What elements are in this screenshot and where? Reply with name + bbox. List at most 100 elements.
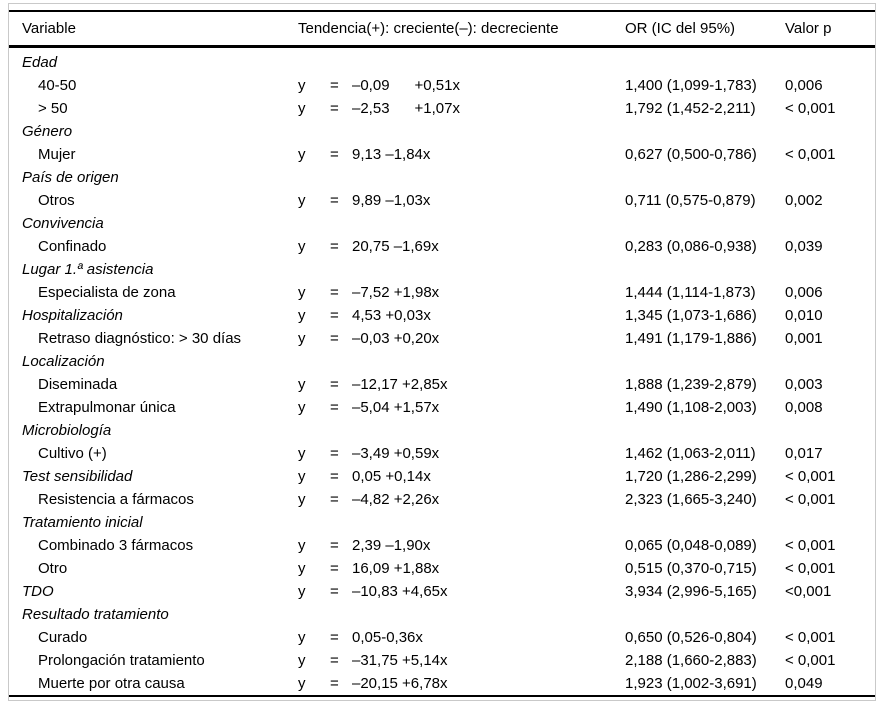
or-ci-value: 1,888 (1,239-2,879) (625, 376, 757, 393)
equation-y: y (298, 376, 306, 393)
table-row: Localización (9, 350, 875, 373)
equation-equals: = (330, 192, 339, 209)
equation-y: y (298, 675, 306, 692)
p-value: <0,001 (785, 583, 832, 600)
equation-equals: = (330, 675, 339, 692)
equation-y: y (298, 652, 306, 669)
equation-equals: = (330, 238, 339, 255)
or-ci-value: 0,065 (0,048-0,089) (625, 537, 757, 554)
table-row: Otro y = 16,09 +1,88x 0,515 (0,370-0,715) < 0… (9, 557, 875, 580)
p-value: < 0,001 (785, 537, 836, 554)
table-row: Prolongación tratamiento y = –31,75 +5,14x 2… (9, 649, 875, 672)
row-label: Cultivo (+) (38, 445, 107, 462)
regression-or-table: Variable Tendencia(+): creciente(–): dec… (9, 10, 875, 697)
equation-equals: = (330, 399, 339, 416)
p-value: 0,006 (785, 284, 823, 301)
equation-rhs: –7,52 +1,98x (352, 284, 440, 301)
equation-y: y (298, 307, 306, 324)
table-row: Convivencia (9, 212, 875, 235)
table-header-row: Variable Tendencia(+): creciente(–): dec… (9, 12, 875, 48)
row-label: Hospitalización (22, 307, 123, 324)
row-label: Microbiología (22, 422, 112, 439)
equation-equals: = (330, 445, 339, 462)
equation-rhs: 9,89 –1,03x (352, 192, 431, 209)
column-header-variable: Variable (22, 20, 76, 37)
equation-y: y (298, 537, 306, 554)
row-label: Convivencia (22, 215, 104, 232)
or-ci-value: 0,515 (0,370-0,715) (625, 560, 757, 577)
table-row: Especialista de zona y = –7,52 +1,98x 1,444 … (9, 281, 875, 304)
equation-equals: = (330, 146, 339, 163)
row-label: Otro (38, 560, 68, 577)
table-row: Cultivo (+) y = –3,49 +0,59x 1,462 (1,063-2,… (9, 442, 875, 465)
or-ci-value: 1,400 (1,099-1,783) (625, 77, 757, 94)
table-row: Resistencia a fármacos y = –4,82 +2,26x 2,32… (9, 488, 875, 511)
p-value: 0,006 (785, 77, 823, 94)
equation-y: y (298, 560, 306, 577)
or-ci-value: 1,462 (1,063-2,011) (625, 445, 756, 462)
equation-rhs: –0,09 +0,51x (352, 77, 460, 94)
or-ci-value: 1,490 (1,108-2,003) (625, 399, 757, 416)
equation-rhs: –10,83 +4,65x (352, 583, 448, 600)
equation-rhs: –5,04 +1,57x (352, 399, 440, 416)
or-ci-value: 0,627 (0,500-0,786) (625, 146, 757, 163)
or-ci-value: 1,792 (1,452-2,211) (625, 100, 756, 117)
or-ci-value: 0,283 (0,086-0,938) (625, 238, 757, 255)
row-label: Extrapulmonar única (38, 399, 176, 416)
column-header-tendencia: Tendencia(+): creciente(–): decreciente (298, 20, 559, 37)
equation-y: y (298, 583, 306, 600)
equation-equals: = (330, 100, 339, 117)
p-value: < 0,001 (785, 491, 836, 508)
equation-rhs: –4,82 +2,26x (352, 491, 440, 508)
equation-rhs: 9,13 –1,84x (352, 146, 431, 163)
table-row: Resultado tratamiento (9, 603, 875, 626)
equation-equals: = (330, 330, 339, 347)
row-label: Diseminada (38, 376, 118, 393)
p-value: 0,002 (785, 192, 823, 209)
equation-equals: = (330, 376, 339, 393)
equation-equals: = (330, 583, 339, 600)
table-row: Microbiología (9, 419, 875, 442)
table-row: País de origen (9, 166, 875, 189)
p-value: 0,039 (785, 238, 823, 255)
or-ci-value: 1,491 (1,179-1,886) (625, 330, 757, 347)
table-row: Mujer y = 9,13 –1,84x 0,627 (0,500-0,786) < 0… (9, 143, 875, 166)
row-label: Confinado (38, 238, 107, 255)
equation-equals: = (330, 77, 339, 94)
equation-y: y (298, 491, 306, 508)
p-value: < 0,001 (785, 468, 836, 485)
table-row: Hospitalización y = 4,53 +0,03x 1,345 (1,073… (9, 304, 875, 327)
table-row: Extrapulmonar única y = –5,04 +1,57x 1,490 (… (9, 396, 875, 419)
equation-equals: = (330, 652, 339, 669)
table-row: Muerte por otra causa y = –20,15 +6,78x 1,92… (9, 672, 875, 695)
row-label: Curado (38, 629, 88, 646)
p-value: 0,001 (785, 330, 823, 347)
row-label: Edad (22, 54, 58, 71)
equation-rhs: –2,53 +1,07x (352, 100, 460, 117)
table-body: Edad 40-50 y = –0,09 +0,51x 1,400 (1,099-1,78… (9, 51, 875, 695)
row-label: Especialista de zona (38, 284, 176, 301)
table-row: > 50 y = –2,53 +1,07x 1,792 (1,452-2,211) < 0… (9, 97, 875, 120)
table-row: Tratamiento inicial (9, 511, 875, 534)
table-row: Género (9, 120, 875, 143)
row-label: Combinado 3 fármacos (38, 537, 194, 554)
equation-equals: = (330, 560, 339, 577)
table-row: Edad (9, 51, 875, 74)
equation-y: y (298, 100, 306, 117)
equation-y: y (298, 399, 306, 416)
results-table: Variable Tendencia(+): creciente(–): dec… (8, 3, 876, 701)
row-label: Muerte por otra causa (38, 675, 185, 692)
p-value: < 0,001 (785, 652, 836, 669)
table-row: TDO y = –10,83 +4,65x 3,934 (2,996-5,165) <0,… (9, 580, 875, 603)
row-label: Retraso diagnóstico: > 30 días (38, 330, 242, 347)
or-ci-value: 3,934 (2,996-5,165) (625, 583, 757, 600)
row-label: Género (22, 123, 73, 140)
table-row: Lugar 1.ª asistencia (9, 258, 875, 281)
table-row: Otros y = 9,89 –1,03x 0,711 (0,575-0,879) 0,0… (9, 189, 875, 212)
row-label: Test sensibilidad (22, 468, 133, 485)
equation-y: y (298, 468, 306, 485)
equation-rhs: –12,17 +2,85x (352, 376, 448, 393)
table-row: Confinado y = 20,75 –1,69x 0,283 (0,086-0,93… (9, 235, 875, 258)
row-label: Resultado tratamiento (22, 606, 169, 623)
column-header-valor-p: Valor p (785, 20, 832, 37)
